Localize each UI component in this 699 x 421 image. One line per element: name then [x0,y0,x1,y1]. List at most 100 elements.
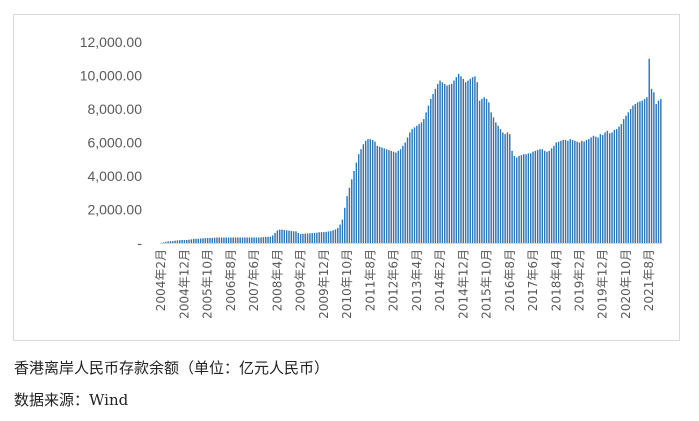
bar [218,237,220,243]
bar [297,232,299,243]
bar [557,141,560,243]
bar [265,236,267,243]
bar [176,240,179,243]
bar [392,151,395,243]
bar [581,140,583,243]
bar [197,238,200,243]
bar [469,78,471,243]
bar [420,122,423,243]
bar [546,151,548,243]
bar [181,239,183,243]
x-tick-label: 2021年8月 [642,249,656,311]
bar [413,127,416,243]
bar [567,140,569,243]
bar [636,102,639,243]
data-source-note: 数据来源：Wind [14,391,129,409]
bar [599,134,602,243]
bar [292,231,295,243]
bar [220,237,223,243]
bar [622,119,625,243]
bar [327,231,330,243]
bar [441,82,444,243]
bar [578,142,581,243]
bar [225,237,227,243]
bar [590,137,592,243]
x-axis: 2004年2月 2004年12月 2005年10月 2006年8月 2007年6月 200… [154,249,656,319]
bar [295,231,297,243]
bar [532,151,534,243]
bar [513,155,516,243]
bar [548,150,550,244]
bar [190,239,193,243]
bar [381,147,383,243]
bar [278,229,281,243]
x-tick-label: 2019年12月 [596,249,610,319]
bar [448,84,451,244]
bar [560,140,562,243]
bar [174,240,176,243]
bar [183,239,186,243]
x-tick-label: 2010年10月 [340,249,354,319]
bar [543,150,546,244]
bar [583,141,585,243]
bar [290,230,293,243]
bar [437,83,439,244]
bar [357,154,360,243]
bar [258,237,260,243]
bar [362,144,365,243]
bar [467,80,469,243]
bar [283,229,286,243]
x-tick-label: 2016年8月 [503,249,517,311]
bar [488,102,490,243]
bar [499,129,502,243]
bar [330,231,332,243]
x-tick-label: 2009年2月 [294,249,308,311]
bar [562,139,564,243]
bar [227,237,230,243]
bar [536,150,539,243]
bar [460,76,462,243]
bar [232,237,234,243]
chart-caption-title: 香港离岸人民币存款余额（单位：亿元人民币） [14,359,330,377]
x-tick-label: 2009年12月 [317,249,331,319]
bar [608,133,611,243]
bar [657,100,660,244]
bar [402,145,404,243]
bar [648,58,650,243]
bar [246,237,248,243]
bar [450,83,453,244]
bar [162,242,165,243]
x-tick-label: 2019年2月 [573,249,587,311]
bar [504,134,506,243]
x-tick-label: 2017年6月 [526,249,540,311]
x-tick-label: 2006年8月 [224,249,238,311]
bar [430,98,432,243]
bar [206,237,209,243]
bar [490,112,492,243]
x-tick-label: 2014年2月 [433,249,447,311]
bar [325,231,327,243]
bar [606,130,609,243]
bar [423,119,425,243]
bar [316,232,318,243]
bar [202,238,204,243]
bar [404,142,406,243]
bar [237,237,239,243]
y-tick-label: 4,000.00 [88,168,143,184]
bar [485,98,488,243]
bar [223,237,225,243]
bar [306,233,309,243]
bar [574,140,576,243]
y-tick-label: 2,000.00 [88,202,143,218]
bar [195,238,197,243]
bar [564,139,567,243]
bar [492,117,495,244]
bar [464,82,467,243]
bar [169,241,172,243]
x-tick-label: 2012年6月 [387,249,401,311]
bar [497,125,499,243]
bar [634,103,636,243]
bar [385,149,388,243]
bar [639,101,641,244]
bar [615,129,618,243]
